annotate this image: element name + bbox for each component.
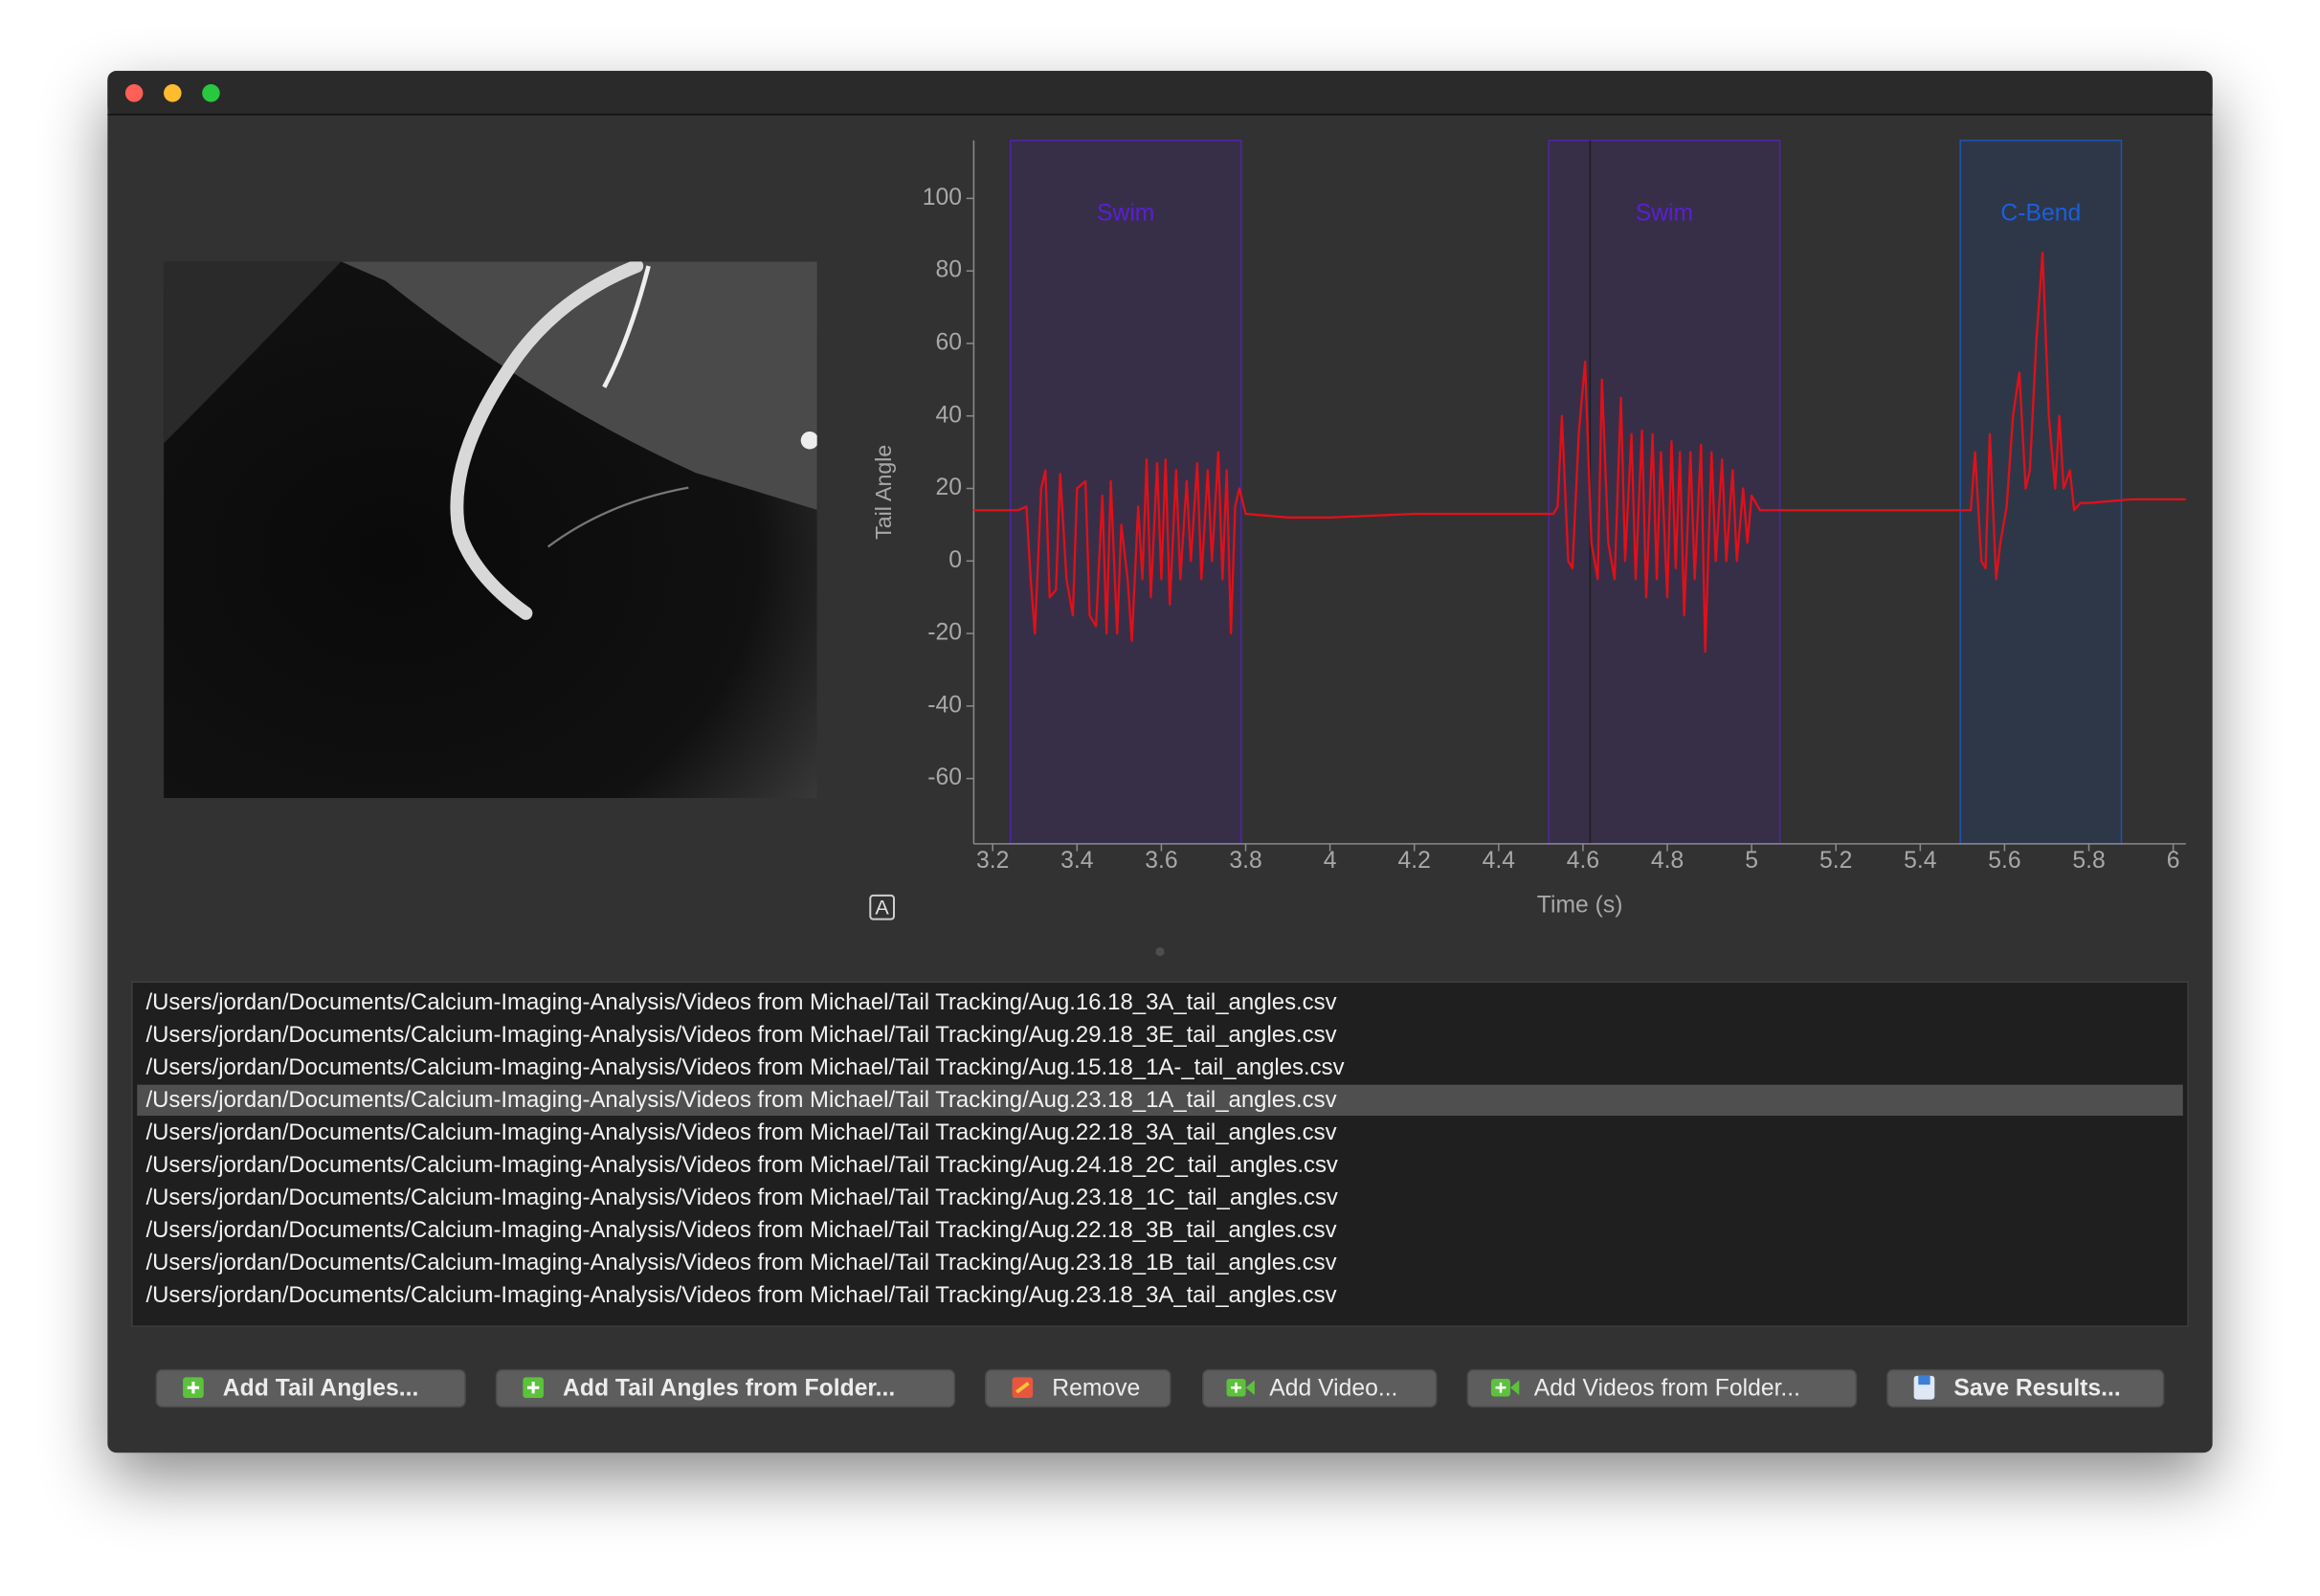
button[interactable]: Add Video... (1202, 1368, 1438, 1408)
x-tick-label: 4.2 (1398, 848, 1431, 874)
minimize-button[interactable] (164, 84, 182, 102)
plot: Swim Swim C-Bend -60 -40 -20 0 20 40 60 80 100 3.2 3.… (871, 139, 2186, 918)
y-tick-label: 60 (936, 329, 962, 355)
button-label: Add Tail Angles from Folder... (563, 1375, 895, 1401)
button[interactable]: Add Videos from Folder... (1466, 1368, 1858, 1408)
button-label: Remove (1052, 1375, 1140, 1401)
file-list-item[interactable]: /Users/jordan/Documents/Calcium-Imaging-… (146, 1217, 1337, 1243)
file-list-item[interactable]: /Users/jordan/Documents/Calcium-Imaging-… (146, 1119, 1337, 1145)
icon-add-plus (526, 1382, 540, 1394)
x-tick-label: 3.6 (1145, 848, 1177, 874)
video-corner (164, 261, 342, 444)
x-tick-label: 5.4 (1904, 848, 1937, 874)
zoom-button[interactable] (202, 84, 220, 102)
file-list-item[interactable]: /Users/jordan/Documents/Calcium-Imaging-… (146, 1282, 1337, 1308)
y-tick-label: 100 (923, 185, 962, 211)
y-tick-label: -40 (927, 692, 962, 718)
file-list-item[interactable]: /Users/jordan/Documents/Calcium-Imaging-… (146, 1152, 1338, 1178)
y-tick-label: 80 (936, 257, 962, 283)
x-tick-label: 4.8 (1651, 848, 1684, 874)
event-label: Swim (1636, 200, 1693, 226)
fish-body (450, 261, 644, 620)
button-face[interactable] (495, 1368, 956, 1408)
splitter-handle[interactable] (1155, 946, 1165, 957)
file-list[interactable] (131, 981, 2189, 1327)
bright-spot (800, 431, 817, 450)
button-face[interactable] (155, 1368, 466, 1408)
x-tick-label: 5.8 (2072, 848, 2105, 874)
y-tick-label: 0 (948, 547, 962, 573)
icon-save-label (1918, 1375, 1930, 1385)
button-label: Add Video... (1269, 1375, 1397, 1401)
x-tick-label: 6 (2167, 848, 2180, 874)
video-frame (164, 261, 817, 798)
x-tick-label: 4.6 (1567, 848, 1599, 874)
fiber (547, 486, 689, 548)
file-list-item[interactable]: /Users/jordan/Documents/Calcium-Imaging-… (146, 1185, 1338, 1210)
y-tick-label: -20 (927, 620, 962, 646)
button-label: Add Tail Angles... (223, 1375, 419, 1401)
selection-highlight (137, 1084, 2183, 1117)
x-tick-label: 5.6 (1988, 848, 2020, 874)
x-tick-label: 4.4 (1483, 848, 1516, 874)
button[interactable]: Remove (984, 1368, 1171, 1408)
button-face[interactable] (1202, 1368, 1438, 1408)
button-label: Save Results... (1953, 1375, 2120, 1401)
x-tick-label: 5 (1745, 848, 1758, 874)
button-row: Add Tail Angles... Add Tail Angles from F… (155, 1368, 2165, 1408)
icon-video-lens (1245, 1380, 1255, 1395)
trace-line (973, 252, 2186, 654)
x-axis-label: Time (s) (1537, 892, 1623, 918)
file-list-item[interactable]: /Users/jordan/Documents/Calcium-Imaging-… (146, 1087, 1337, 1113)
event-label: Swim (1097, 200, 1154, 226)
icon-remove-mark (1015, 1382, 1030, 1394)
y-tick-label: 40 (936, 402, 962, 428)
x-tick-label: 3.2 (976, 848, 1009, 874)
button[interactable]: Add Tail Angles from Folder... (495, 1368, 956, 1408)
icon-video-plus (1495, 1382, 1506, 1393)
file-list-item[interactable]: /Users/jordan/Documents/Calcium-Imaging-… (146, 1250, 1337, 1275)
button-label: Add Videos from Folder... (1534, 1375, 1800, 1401)
file-list-item[interactable]: /Users/jordan/Documents/Calcium-Imaging-… (146, 989, 1337, 1015)
event-region (1959, 139, 2123, 845)
autorange-button[interactable] (869, 894, 896, 920)
file-list-items: /Users/jordan/Documents/Calcium-Imaging-… (137, 989, 2183, 1308)
x-tick-label: 4 (1324, 848, 1337, 874)
file-list-item[interactable]: /Users/jordan/Documents/Calcium-Imaging-… (146, 1022, 1337, 1048)
file-list-item[interactable]: /Users/jordan/Documents/Calcium-Imaging-… (146, 1054, 1345, 1080)
icon-video-plus (1231, 1382, 1241, 1393)
button-face[interactable] (1886, 1368, 2165, 1408)
title-bar (107, 71, 2213, 116)
close-button[interactable] (124, 84, 144, 102)
icon-add-plus (187, 1382, 200, 1394)
button[interactable]: Add Tail Angles... (155, 1368, 466, 1408)
autorange-label: A (875, 896, 889, 920)
icon-video-lens (1510, 1380, 1520, 1395)
event-label: C-Bend (2000, 200, 2081, 226)
fish-tail-edge (602, 265, 651, 388)
video-edge (341, 261, 817, 510)
button-face[interactable] (1466, 1368, 1858, 1408)
button[interactable]: Save Results... (1886, 1368, 2165, 1408)
y-tick-label: -60 (927, 765, 962, 790)
event-region (1548, 139, 1781, 845)
x-tick-label: 3.4 (1060, 848, 1094, 874)
x-tick-label: 3.8 (1229, 848, 1261, 874)
y-tick-label: 20 (936, 475, 962, 500)
event-region (1009, 139, 1242, 845)
x-tick-label: 5.2 (1819, 848, 1852, 874)
y-axis-label: Tail Angle (871, 445, 896, 540)
